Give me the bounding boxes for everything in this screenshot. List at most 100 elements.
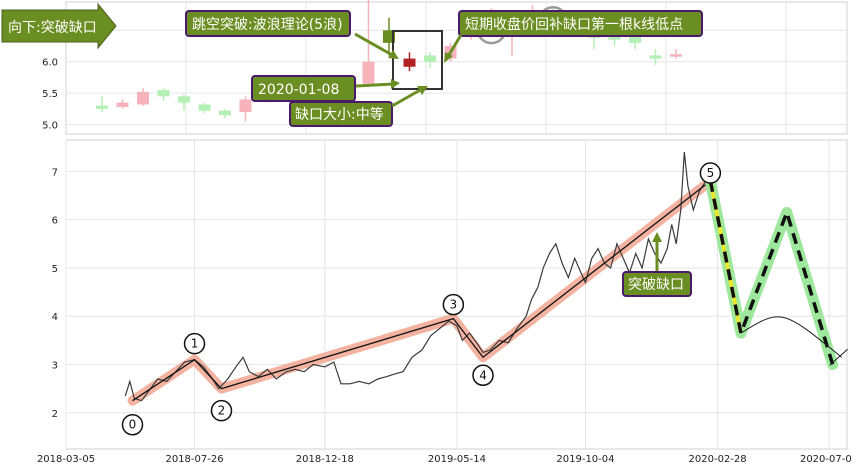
zoom-y-tick-label: 5.0 — [42, 121, 58, 132]
wave-point-circle — [699, 162, 722, 184]
candle-body — [403, 58, 416, 67]
breakout-callout-box — [622, 271, 692, 297]
forecast-arc-tail — [829, 348, 848, 366]
wave-point-marker: 4 — [472, 364, 494, 387]
main-x-tick-label: 2018-07-26 — [165, 454, 223, 465]
main-x-tick-label: 2020-07-01 — [800, 454, 853, 465]
gap-highlight-box — [392, 30, 443, 90]
wave-point-label: 2 — [218, 404, 226, 418]
main-grid — [65, 140, 847, 449]
main-x-tick-label: 2020-02-28 — [689, 454, 747, 465]
wave-point-label: 1 — [191, 337, 199, 351]
candle-body — [219, 110, 231, 116]
date-arrowhead — [391, 79, 400, 89]
candle-body — [116, 102, 129, 107]
main-y-tick-label: 3 — [52, 361, 58, 372]
wave-point-label: 3 — [450, 298, 458, 312]
wave-point-label: 5 — [707, 166, 715, 180]
candle — [649, 49, 662, 65]
zoom-panel-frame — [65, 1, 848, 135]
candle-body — [157, 90, 170, 97]
candle-body — [137, 91, 149, 105]
main-y-tick-label: 2 — [52, 409, 58, 420]
price-line — [124, 152, 736, 402]
main-x-tick-label: 2018-03-05 — [37, 454, 95, 465]
forecast-dashed-line — [708, 180, 835, 366]
candle-body — [670, 54, 682, 57]
date-label: 2020-01-08 — [258, 82, 339, 98]
candle — [137, 88, 149, 106]
candle — [116, 99, 129, 109]
candle — [670, 49, 682, 59]
candle — [96, 96, 108, 112]
pattern-callout-box — [185, 10, 351, 37]
candle — [424, 52, 436, 68]
gap-fill-label: 短期收盘价回补缺口第一根k线低点 — [465, 16, 683, 33]
main-x-ticks: 2018-03-05 2018-07-26 2018-12-18 2019-05-14… — [37, 454, 853, 465]
gap-fill-callout-box — [458, 10, 703, 37]
gap-size-callout-box — [289, 101, 393, 127]
pattern-arrowhead — [388, 50, 399, 59]
main-x-tick-label: 2018-12-18 — [296, 454, 354, 465]
direction-callout: 向下:突破缺口 — [1, 2, 117, 50]
candle-body — [96, 105, 108, 109]
zoom-panel: 5.05.56.06.5 — [42, 0, 848, 135]
gap-size-arrow — [391, 87, 423, 108]
wave-point-circle — [210, 399, 233, 422]
main-y-ticks: 2 3 4 5 6 7 — [52, 167, 58, 419]
gap-size-label: 缺口大小:中等 — [295, 106, 384, 123]
forecast-path — [704, 175, 848, 371]
main-x-tick-label: 2019-05-14 — [428, 454, 486, 465]
candle — [157, 88, 170, 101]
wave-point-label: 0 — [129, 418, 137, 432]
price-series — [124, 152, 736, 402]
candle — [239, 96, 252, 122]
pattern-arrow — [354, 32, 395, 58]
breakout-label: 突破缺口 — [628, 277, 684, 293]
zoom-y-tick-label: 5.5 — [42, 89, 58, 100]
pattern-label: 跳空突破:波浪理论(5浪) — [192, 17, 343, 33]
main-y-tick-label: 5 — [52, 264, 58, 275]
direction-label: 向下:突破缺口 — [8, 20, 97, 36]
candle-body — [629, 35, 641, 43]
main-y-tick-label: 6 — [52, 216, 58, 227]
candle — [362, 0, 375, 87]
wave-point-circle — [472, 364, 494, 387]
candle — [403, 52, 416, 72]
wave-point-marker: 1 — [183, 332, 206, 355]
wave-point-circle — [183, 332, 206, 355]
wave-point-marker: 5 — [699, 162, 722, 184]
gap-fill-callout: 短期收盘价回补缺口第一根k线低点 — [444, 10, 703, 63]
wave-segment-line — [132, 180, 711, 402]
wave-point-circle — [121, 413, 144, 436]
wave-point-label: 4 — [479, 368, 487, 382]
wave-point-marker: 2 — [210, 399, 233, 422]
candle-body — [178, 96, 190, 103]
candle-body — [424, 55, 436, 62]
main-y-tick-label: 4 — [52, 312, 58, 323]
candle — [178, 94, 190, 111]
main-x-tick-label: 2019-10-04 — [556, 454, 614, 465]
breakout-arrowhead — [652, 232, 662, 242]
gap-size-arrowhead — [417, 86, 428, 95]
date-arrow — [355, 82, 395, 88]
wave-point-circle — [442, 293, 465, 316]
direction-arrow-shape — [1, 2, 117, 50]
candle-body — [362, 61, 375, 84]
forecast-arc — [740, 316, 842, 358]
candle — [219, 108, 231, 119]
gap-fill-arrowhead — [444, 52, 453, 63]
candle-body — [198, 104, 211, 111]
candle-body — [649, 55, 662, 59]
main-y-tick-label: 7 — [52, 167, 58, 178]
zoom-y-tick-label: 6.0 — [42, 58, 58, 69]
candle-body — [239, 99, 252, 112]
wave-line — [132, 180, 711, 402]
wave-point-marker: 3 — [442, 293, 465, 316]
gap-size-callout: 缺口大小:中等 — [289, 86, 428, 127]
breakout-callout: 突破缺口 — [622, 232, 692, 297]
date-callout: 2020-01-08 — [251, 75, 400, 102]
gap-fill-arrow — [445, 34, 463, 59]
wave-point-marker: 0 — [121, 413, 144, 436]
